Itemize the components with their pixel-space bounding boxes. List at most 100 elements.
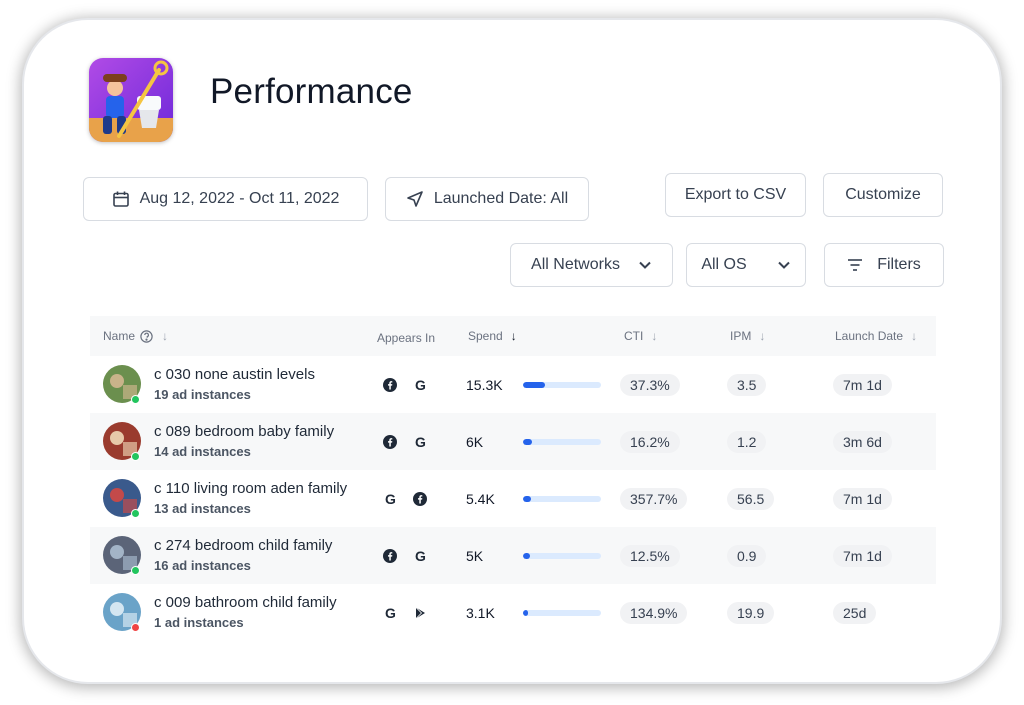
os-select[interactable]: All OS <box>686 243 806 287</box>
spend-bar-fill <box>523 382 545 388</box>
status-dot <box>131 395 140 404</box>
networks-select-label: All Networks <box>531 256 620 273</box>
facebook-icon <box>381 433 399 451</box>
launched-date-button[interactable]: Launched Date: All <box>385 177 589 221</box>
facebook-icon <box>381 547 399 565</box>
creative-name[interactable]: c 110 living room aden family <box>154 480 348 497</box>
table-row[interactable]: c 030 none austin levels 19 ad instances… <box>90 356 936 413</box>
ad-instances: 1 ad instances <box>154 615 244 630</box>
column-cti-label: CTI <box>624 329 644 343</box>
sort-icon[interactable]: ↓ <box>651 329 658 343</box>
help-icon[interactable] <box>140 329 153 343</box>
window-frame: Performance Aug 12, 2022 - Oct 11, 2022 … <box>24 20 1000 682</box>
column-spend[interactable]: Spend ↓ <box>468 316 517 356</box>
send-icon <box>407 191 423 207</box>
sort-icon[interactable]: ↓ <box>759 329 766 343</box>
column-appears-in-label: Appears In <box>377 331 436 345</box>
launch-date-value: 3m 6d <box>833 430 892 453</box>
performance-table: Name ↓ Appears In Spend ↓ CTI ↓ IPM ↓ La… <box>90 316 936 641</box>
launch-date-value: 25d <box>833 601 877 624</box>
ipm-value: 56.5 <box>727 487 775 510</box>
google-icon: G <box>381 604 399 622</box>
page-title: Performance <box>210 72 413 111</box>
status-dot <box>131 566 140 575</box>
spend-bar-fill <box>523 439 532 445</box>
column-name[interactable]: Name ↓ <box>103 316 168 356</box>
date-range-button[interactable]: Aug 12, 2022 - Oct 11, 2022 <box>83 177 368 221</box>
play-store-icon <box>411 604 429 622</box>
google-icon: G <box>381 490 399 508</box>
chevron-down-icon <box>777 261 790 269</box>
customize-label: Customize <box>845 186 921 203</box>
spend-bar-fill <box>523 496 531 502</box>
google-icon: G <box>411 376 429 394</box>
spend-value: 5.4K <box>466 490 495 507</box>
column-spend-label: Spend <box>468 329 503 343</box>
cti-value: 357.7% <box>620 487 688 510</box>
sort-icon[interactable]: ↓ <box>911 329 918 343</box>
table-row[interactable]: c 009 bathroom child family 1 ad instanc… <box>90 584 936 641</box>
svg-text:G: G <box>415 378 426 393</box>
creative-name[interactable]: c 089 bedroom baby family <box>154 423 335 440</box>
table-row[interactable]: c 110 living room aden family 13 ad inst… <box>90 470 936 527</box>
export-csv-button[interactable]: Export to CSV <box>665 173 806 217</box>
svg-text:G: G <box>385 492 396 507</box>
spend-bar <box>523 382 601 388</box>
sort-active-icon[interactable]: ↓ <box>510 329 517 343</box>
calendar-icon <box>112 191 129 207</box>
column-ipm-label: IPM <box>730 329 752 343</box>
app-icon <box>89 58 173 142</box>
filters-label: Filters <box>877 256 921 273</box>
filter-icon <box>848 259 863 271</box>
table-row[interactable]: c 274 bedroom child family 16 ad instanc… <box>90 527 936 584</box>
cti-value: 37.3% <box>620 373 680 396</box>
sort-icon[interactable]: ↓ <box>162 329 169 343</box>
ipm-value: 0.9 <box>727 544 767 567</box>
filters-button[interactable]: Filters <box>824 243 944 287</box>
column-launch-date-label: Launch Date <box>835 329 904 343</box>
spend-bar-fill <box>523 610 528 616</box>
ad-instances: 14 ad instances <box>154 444 251 459</box>
spend-bar <box>523 496 601 502</box>
ad-instances: 19 ad instances <box>154 387 251 402</box>
google-icon: G <box>411 433 429 451</box>
spend-value: 3.1K <box>466 604 495 621</box>
status-dot <box>131 509 140 518</box>
spend-bar <box>523 439 601 445</box>
chevron-down-icon <box>639 261 651 269</box>
spend-value: 15.3K <box>466 376 503 393</box>
svg-text:G: G <box>385 606 396 621</box>
launch-date-value: 7m 1d <box>833 373 892 396</box>
creative-name[interactable]: c 274 bedroom child family <box>154 537 333 554</box>
status-dot <box>131 623 140 632</box>
google-icon: G <box>411 547 429 565</box>
spend-value: 6K <box>466 433 484 450</box>
column-cti[interactable]: CTI ↓ <box>624 316 657 356</box>
networks-select[interactable]: All Networks <box>510 243 673 287</box>
customize-button[interactable]: Customize <box>823 173 943 217</box>
table-row[interactable]: c 089 bedroom baby family 14 ad instance… <box>90 413 936 470</box>
ipm-value: 19.9 <box>727 601 775 624</box>
column-launch-date[interactable]: Launch Date ↓ <box>835 316 917 356</box>
ad-instances: 16 ad instances <box>154 558 251 573</box>
column-ipm[interactable]: IPM ↓ <box>730 316 765 356</box>
creative-name[interactable]: c 009 bathroom child family <box>154 594 337 611</box>
ipm-value: 3.5 <box>727 373 767 396</box>
spend-value: 5K <box>466 547 484 564</box>
column-name-label: Name <box>103 329 136 343</box>
status-dot <box>131 452 140 461</box>
column-appears-in: Appears In <box>377 318 435 358</box>
facebook-icon <box>381 376 399 394</box>
table-header: Name ↓ Appears In Spend ↓ CTI ↓ IPM ↓ La… <box>90 316 936 356</box>
svg-text:G: G <box>415 549 426 564</box>
svg-text:G: G <box>415 435 426 450</box>
creative-name[interactable]: c 030 none austin levels <box>154 366 315 383</box>
launch-date-value: 7m 1d <box>833 487 892 510</box>
cti-value: 134.9% <box>620 601 688 624</box>
ad-instances: 13 ad instances <box>154 501 251 516</box>
spend-bar <box>523 610 601 616</box>
table-body: c 030 none austin levels 19 ad instances… <box>90 356 936 641</box>
cti-value: 12.5% <box>620 544 680 567</box>
os-select-label: All OS <box>701 256 747 273</box>
cti-value: 16.2% <box>620 430 680 453</box>
